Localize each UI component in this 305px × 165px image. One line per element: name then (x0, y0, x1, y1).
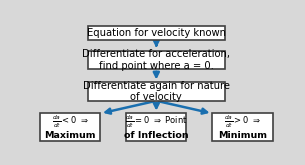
FancyBboxPatch shape (40, 114, 100, 141)
Text: of Inflection: of Inflection (124, 131, 188, 140)
Text: Differentiate for acceleration,
find point where a = 0.: Differentiate for acceleration, find poi… (82, 49, 230, 71)
FancyBboxPatch shape (88, 82, 225, 101)
Text: $\frac{da}{dt} = 0\ \Rightarrow$ Point: $\frac{da}{dt} = 0\ \Rightarrow$ Point (125, 113, 188, 130)
FancyBboxPatch shape (88, 26, 225, 40)
Text: $\frac{da}{dt} > 0\ \Rightarrow$: $\frac{da}{dt} > 0\ \Rightarrow$ (224, 113, 261, 130)
Text: Equation for velocity known: Equation for velocity known (87, 28, 226, 38)
Text: Maximum: Maximum (44, 131, 96, 140)
Text: Minimum: Minimum (218, 131, 267, 140)
FancyBboxPatch shape (126, 114, 186, 141)
Text: Differentiate again for nature
of velocity: Differentiate again for nature of veloci… (83, 81, 230, 102)
FancyBboxPatch shape (213, 114, 273, 141)
Text: $\frac{da}{dt} < 0\ \Rightarrow$: $\frac{da}{dt} < 0\ \Rightarrow$ (52, 113, 88, 130)
FancyBboxPatch shape (88, 51, 225, 69)
